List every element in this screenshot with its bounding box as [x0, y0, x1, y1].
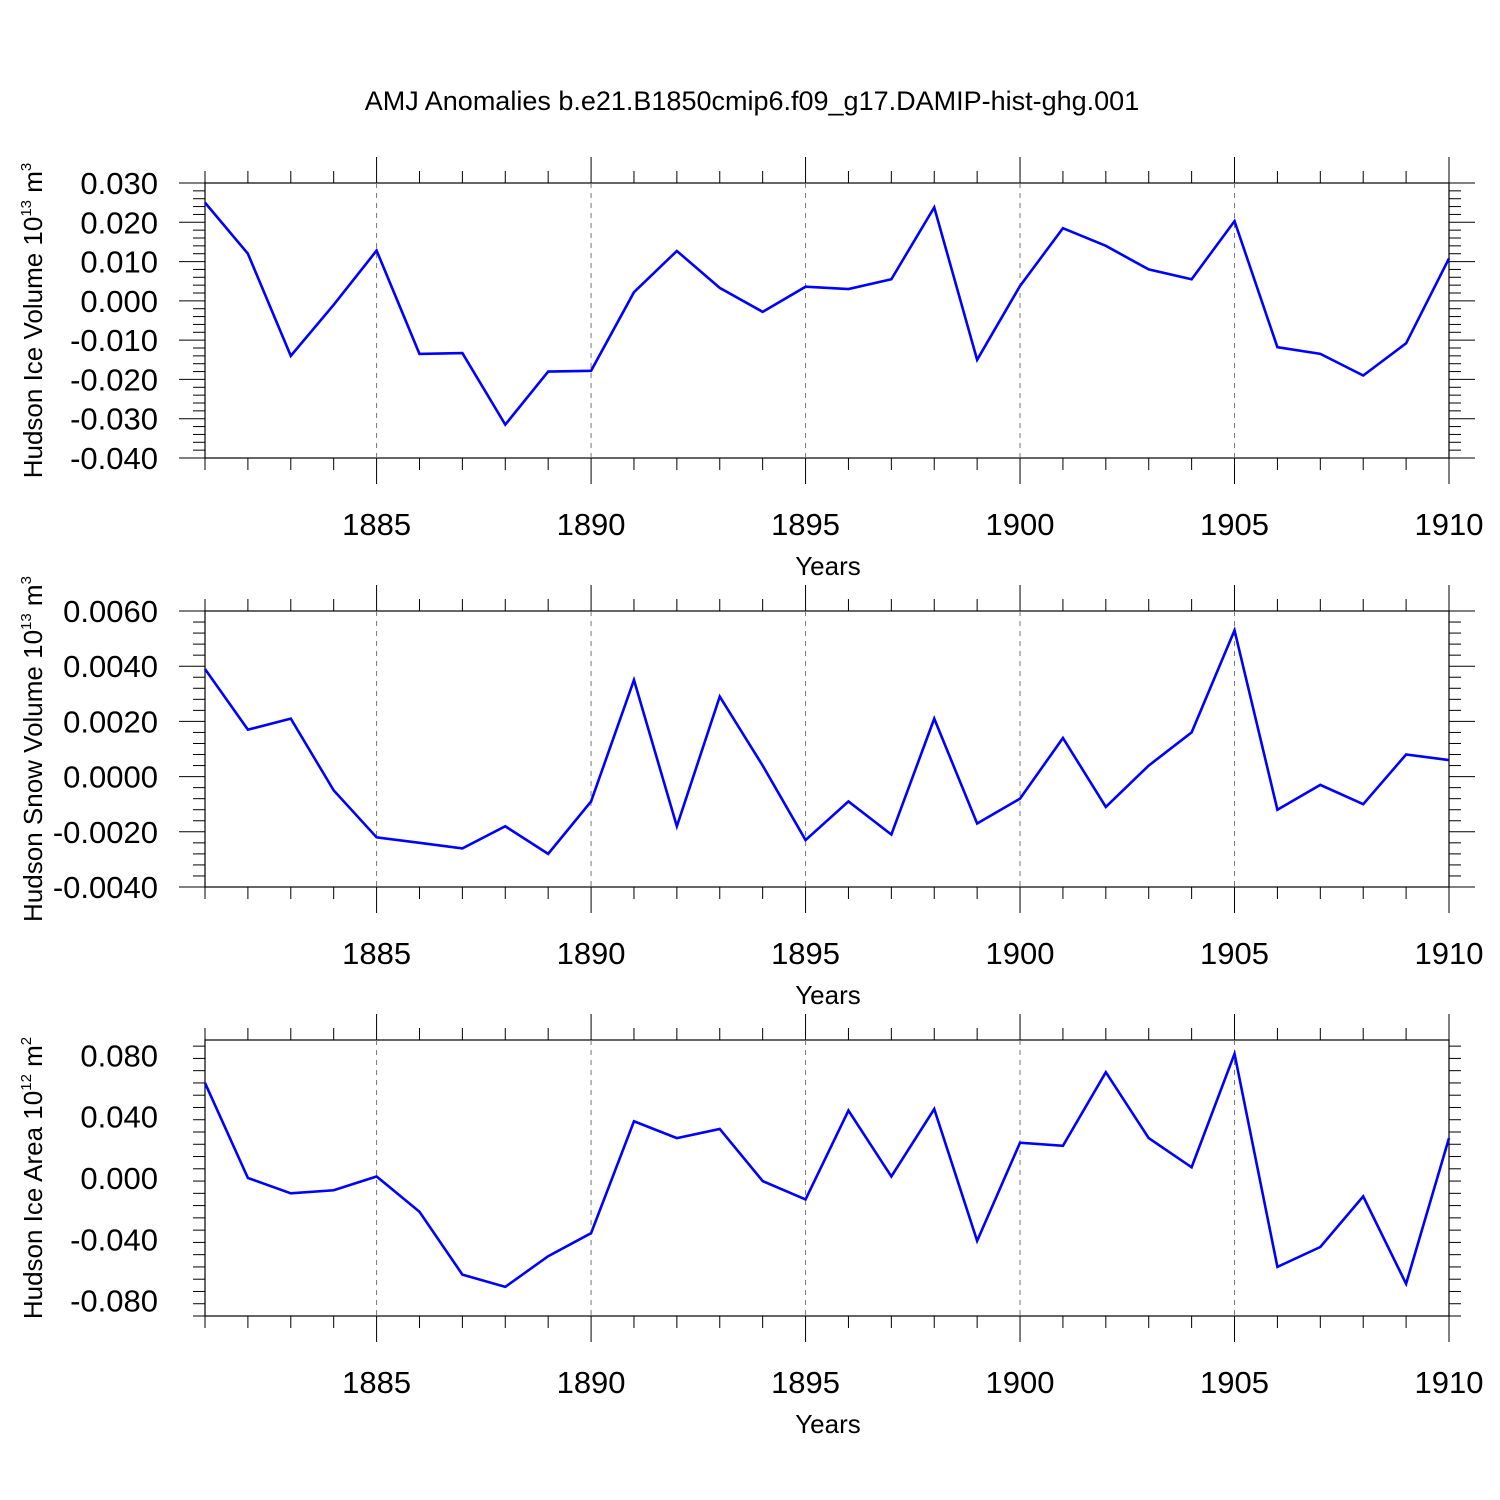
x-tick-label: 1900: [986, 936, 1055, 971]
x-tick-label: 1885: [342, 507, 411, 542]
x-tick-label: 1890: [557, 1365, 626, 1400]
y-axis-label: Hudson Snow Volume 1013 m3: [18, 576, 48, 922]
y-axis-label-unit: m: [18, 171, 48, 200]
series-line: [204, 201, 1451, 427]
y-axis-label-unit-exponent: 3: [18, 163, 35, 171]
x-axis-label: Years: [795, 551, 861, 581]
y-axis-label-main: Hudson Ice Volume 10: [18, 217, 48, 479]
plot-frame: [204, 610, 1450, 888]
y-axis-label-exponent: 12: [18, 1074, 35, 1091]
y-tick-label: 0.000: [80, 284, 158, 319]
series-line: [203, 1049, 1451, 1289]
y-tick-label: -0.020: [70, 362, 158, 397]
x-tick-label: 1905: [1200, 1365, 1269, 1400]
y-axis-label-unit: m: [18, 584, 48, 613]
y-tick-label: 0.0020: [63, 704, 158, 739]
y-tick-label: 0.0060: [63, 594, 158, 629]
y-axis-label-main: Hudson Snow Volume 10: [18, 630, 48, 922]
x-tick-label: 1910: [1415, 507, 1484, 542]
x-tick-label: 1905: [1200, 936, 1269, 971]
x-tick-label: 1910: [1415, 936, 1484, 971]
x-tick-label: 1890: [557, 936, 626, 971]
y-tick-label: -0.040: [70, 441, 158, 476]
y-tick-label: -0.030: [70, 402, 158, 437]
y-tick-label: 0.020: [80, 205, 158, 240]
x-tick-label: 1895: [771, 507, 840, 542]
x-tick-label: 1895: [771, 1365, 840, 1400]
y-tick-label: 0.010: [80, 245, 158, 280]
x-tick-label: 1885: [342, 1365, 411, 1400]
y-tick-label: -0.080: [70, 1284, 158, 1319]
plot-frame: [204, 182, 1450, 459]
panel-1: 0.030 0.020 0.010 0.000 -0.010 -0.020 -0.030 -0…: [18, 157, 1483, 581]
y-tick-label: -0.010: [70, 323, 158, 358]
x-tick-label: 1910: [1415, 1365, 1484, 1400]
y-tick-label: 0.0000: [63, 760, 158, 795]
plot-frame: [204, 1039, 1450, 1317]
panels: 0.030 0.020 0.010 0.000 -0.010 -0.020 -0.030 -0…: [18, 157, 1483, 1439]
y-tick-label: 0.080: [80, 1038, 158, 1073]
x-tick-label: 1900: [986, 507, 1055, 542]
figure-title: AMJ Anomalies b.e21.B1850cmip6.f09_g17.D…: [365, 86, 1139, 116]
x-axis-label: Years: [795, 980, 861, 1010]
y-tick-label: 0.000: [80, 1161, 158, 1196]
x-axis-label: Years: [795, 1409, 861, 1439]
x-tick-label: 1905: [1200, 507, 1269, 542]
y-axis-label-unit-exponent: 2: [18, 1037, 35, 1045]
x-tick-label: 1895: [771, 936, 840, 971]
x-tick-label: 1890: [557, 507, 626, 542]
y-axis-label: Hudson Ice Area 1012 m2: [18, 1037, 48, 1319]
y-tick-label: -0.0020: [53, 815, 158, 850]
y-axis-label-unit-exponent: 3: [18, 576, 35, 584]
series-line: [203, 626, 1450, 856]
y-axis-label-unit: m: [18, 1045, 48, 1074]
x-tick-label: 1885: [342, 936, 411, 971]
y-axis-label-exponent: 13: [18, 200, 35, 217]
y-tick-label: -0.0040: [53, 870, 158, 905]
y-tick-label: 0.0040: [63, 649, 158, 684]
y-axis-label-main: Hudson Ice Area 10: [18, 1091, 48, 1319]
y-tick-label: 0.040: [80, 1100, 158, 1135]
y-axis-label-exponent: 13: [18, 613, 35, 630]
y-axis-label: Hudson Ice Volume 1013 m3: [18, 163, 48, 479]
y-tick-label: -0.040: [70, 1222, 158, 1257]
panel-3: 0.080 0.040 0.000 -0.040 -0.080 1885 1890 1895 1…: [18, 1014, 1483, 1439]
y-tick-label: 0.030: [80, 166, 158, 201]
panel-2: 0.0060 0.0040 0.0020 0.0000 -0.0020 -0.0040 18…: [18, 576, 1483, 1010]
x-tick-label: 1900: [986, 1365, 1055, 1400]
